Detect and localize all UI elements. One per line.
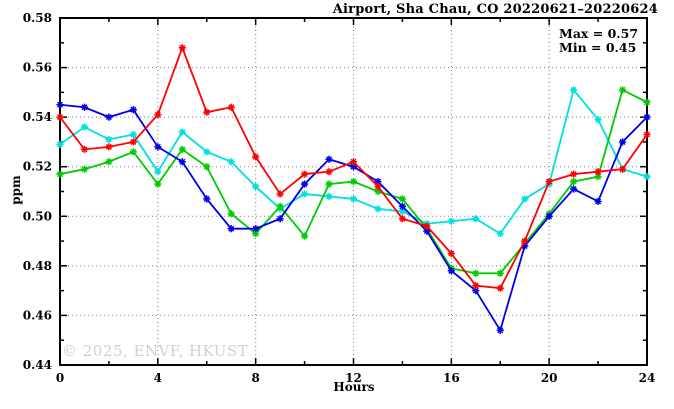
y-axis-label: ppm — [9, 175, 23, 205]
min-annotation: Min = 0.45 — [559, 40, 637, 55]
svg-text:4: 4 — [154, 371, 162, 385]
svg-text:0.50: 0.50 — [23, 209, 52, 223]
svg-text:16: 16 — [443, 371, 460, 385]
x-tick-labels: 0 4 8 12 16 20 24 — [56, 371, 656, 385]
svg-text:0.56: 0.56 — [23, 61, 52, 75]
svg-text:0: 0 — [56, 371, 64, 385]
watermark: © 2025, ENVF, HKUST — [62, 342, 249, 360]
x-axis-label: Hours — [333, 380, 375, 394]
svg-text:8: 8 — [251, 371, 259, 385]
chart-title: Airport, Sha Chau, CO 20220621–20220624 — [332, 2, 658, 17]
svg-text:0.58: 0.58 — [23, 11, 52, 25]
svg-text:0.54: 0.54 — [23, 110, 52, 124]
svg-text:0.44: 0.44 — [23, 358, 52, 372]
series-blue-series — [56, 101, 651, 334]
svg-text:12: 12 — [345, 371, 362, 385]
svg-text:24: 24 — [639, 371, 656, 385]
svg-text:20: 20 — [541, 371, 558, 385]
y-tick-labels: 0.44 0.46 0.48 0.50 0.52 0.54 0.56 0.58 — [23, 11, 52, 372]
maxmin-annotation: Max = 0.57 Min = 0.45 — [559, 27, 638, 55]
series-red-series — [56, 44, 651, 292]
svg-text:0.48: 0.48 — [23, 259, 52, 273]
svg-text:0.46: 0.46 — [23, 308, 52, 322]
svg-text:0.52: 0.52 — [23, 160, 52, 174]
grid-lines — [60, 18, 647, 365]
max-annotation: Max = 0.57 — [559, 26, 639, 41]
